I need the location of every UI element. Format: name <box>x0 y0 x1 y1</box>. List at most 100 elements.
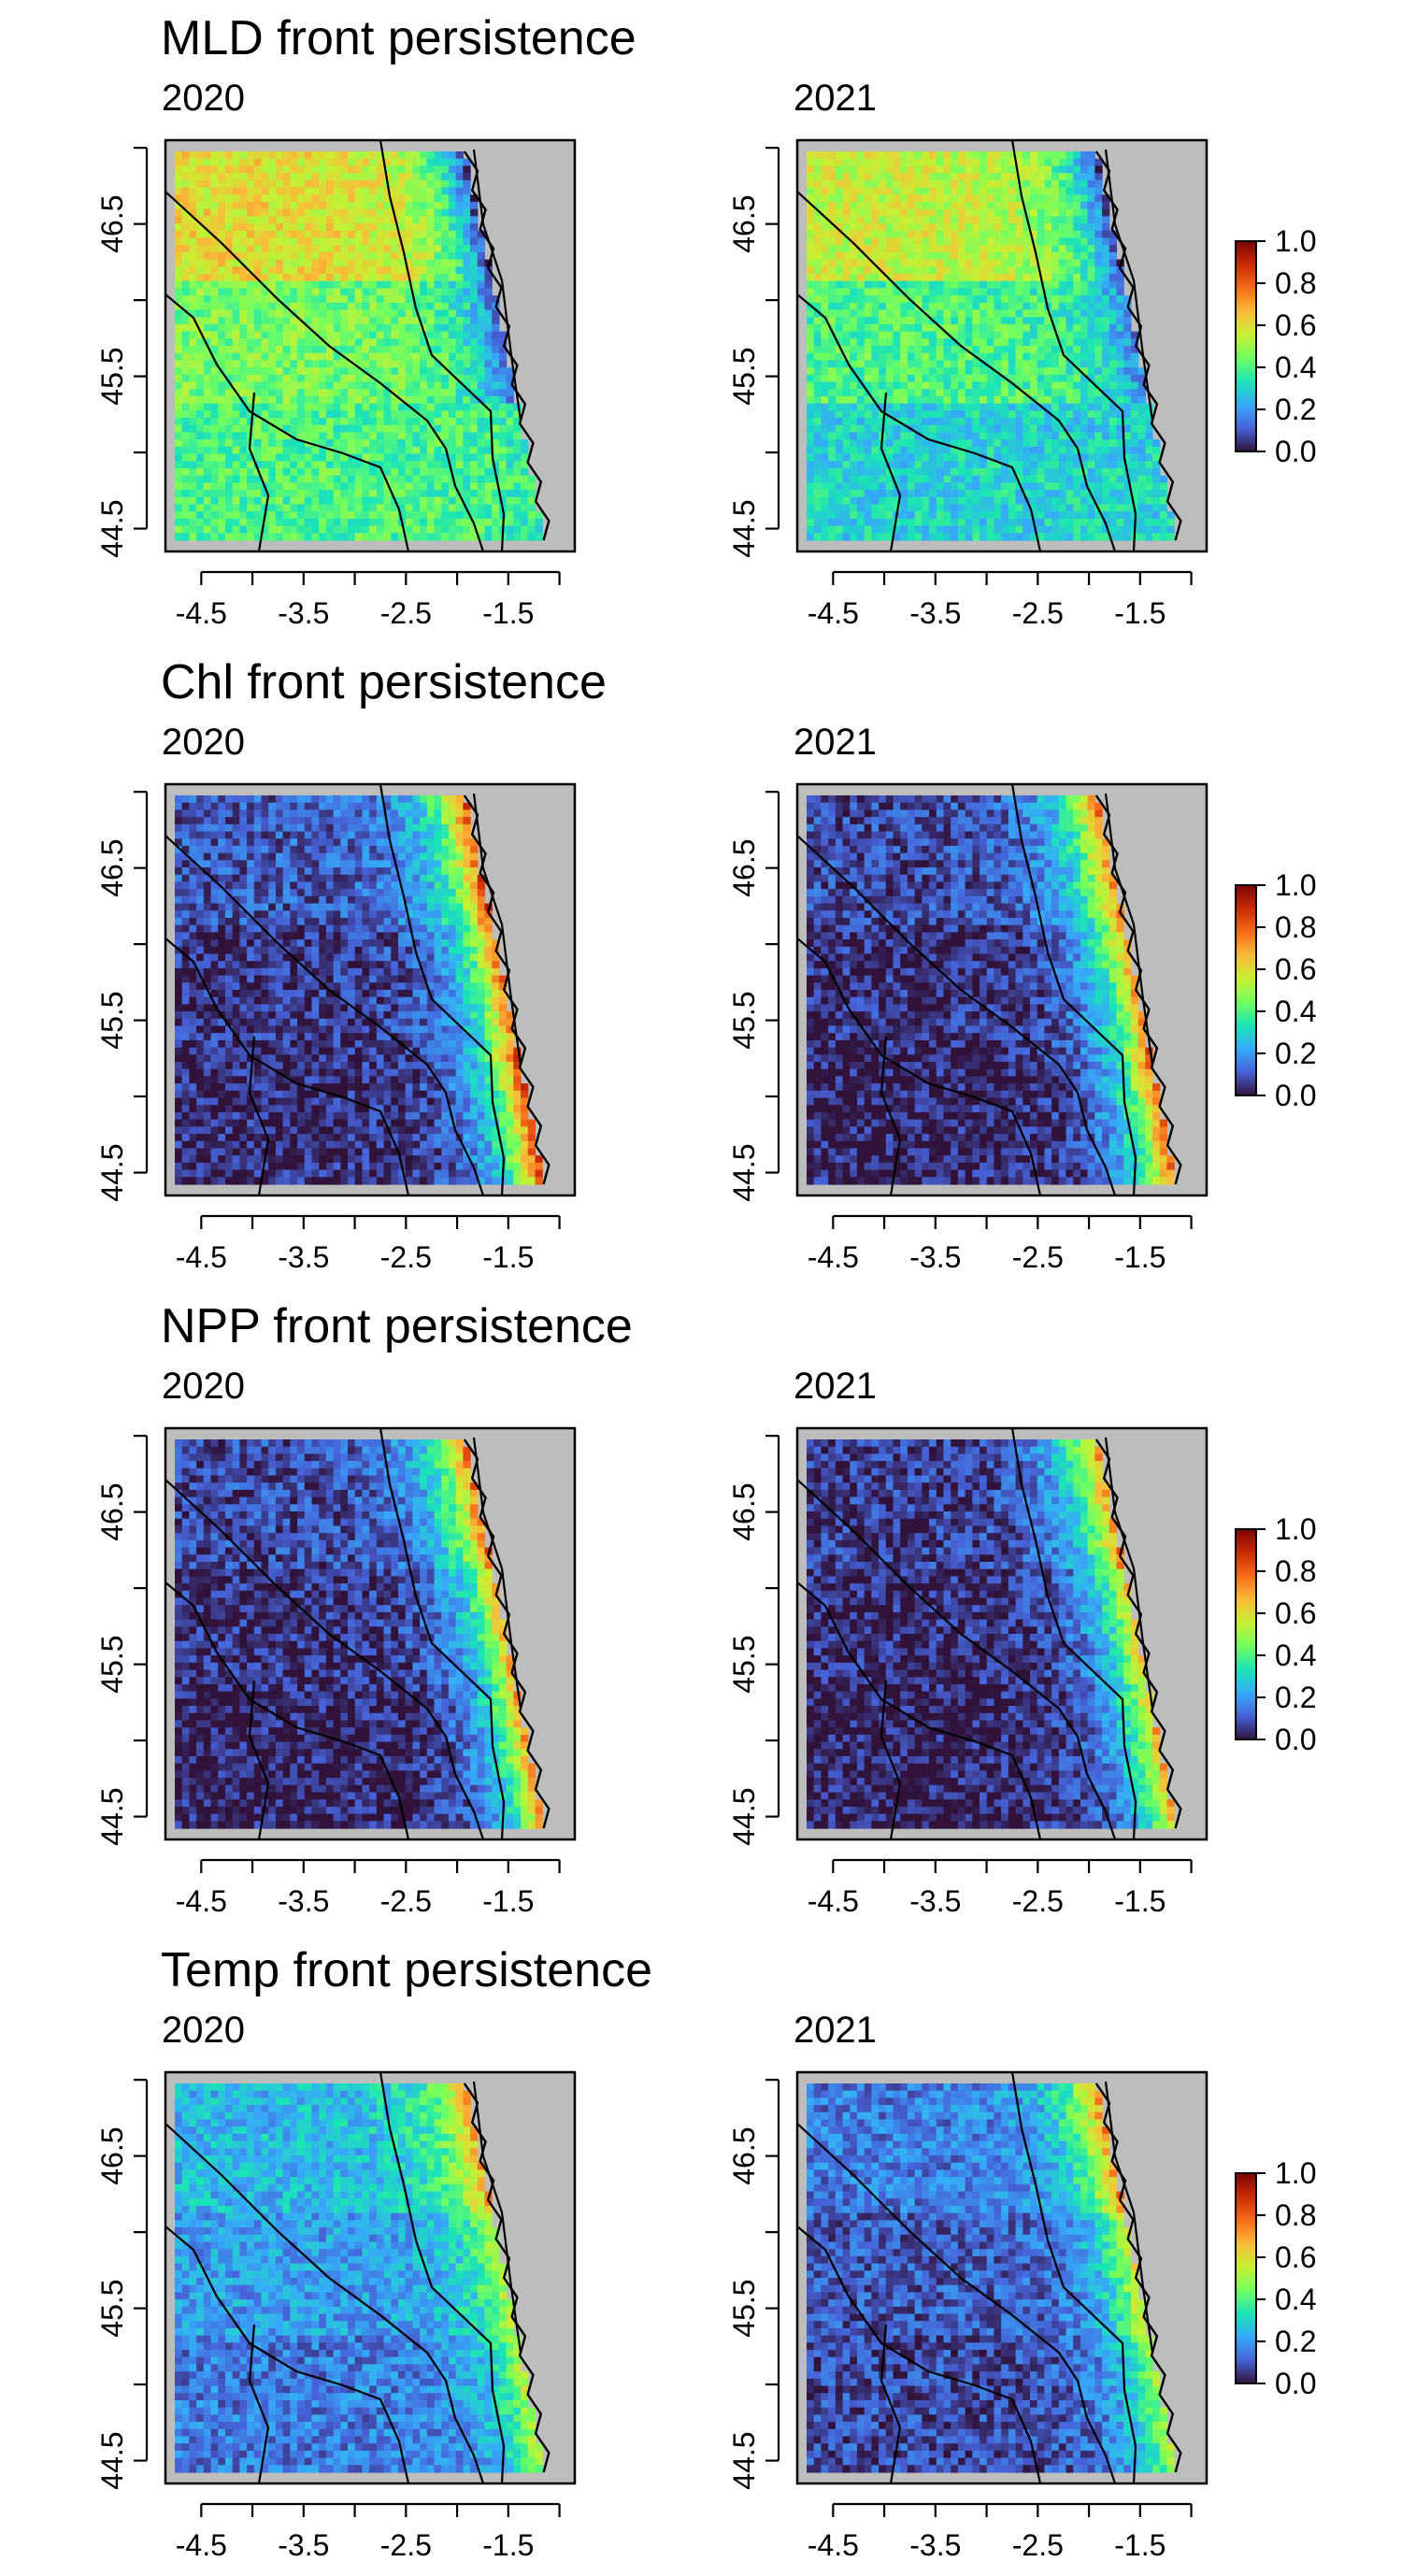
x-tick-label: -4.5 <box>176 1240 227 1274</box>
x-tick-label: -2.5 <box>380 1240 432 1274</box>
y-tick-label: 46.5 <box>727 194 761 252</box>
colorbar-tick-label: 0.2 <box>1275 1681 1316 1714</box>
x-tick-label: -1.5 <box>1114 1240 1166 1274</box>
panel-subtitle: 2020 <box>162 78 245 119</box>
map-panel-2020: 2020-4.5-3.5-2.5-1.544.545.546.5 <box>95 78 575 630</box>
map-panel-2021: 2021-4.5-3.5-2.5-1.544.545.546.5 <box>727 1366 1207 1918</box>
chart-svg: Temp front persistence 2020 -4.5 -3.5 -2.5 -1… <box>0 1932 1416 2576</box>
x-tick-label: -2.5 <box>1012 2528 1064 2562</box>
x-tick-label: -2.5 <box>1012 1884 1064 1918</box>
map-panel-2020: 2020-4.5-3.5-2.5-1.544.545.546.5 <box>95 2010 575 2562</box>
y-tick-label: 46.5 <box>95 1482 129 1540</box>
colorbar: 0.0 0.2 0.4 0.6 0.8 1.0 <box>1236 2156 1316 2400</box>
y-tick-label: 46.5 <box>727 2126 761 2184</box>
colorbar-scale <box>1236 241 1256 451</box>
colorbar-tick-label: 0.4 <box>1275 1639 1316 1672</box>
x-tick-label: -4.5 <box>808 1884 859 1918</box>
panel-subtitle: 2021 <box>794 2010 877 2051</box>
y-axis: 44.545.546.5 <box>95 792 147 1202</box>
x-tick-label: -3.5 <box>278 596 329 630</box>
chart-title: MLD front persistence <box>161 11 636 65</box>
y-axis: 44.5 45.5 46.5 <box>95 2080 147 2490</box>
map-panel-2021: 2021-4.5-3.5-2.5-1.544.545.546.5 <box>727 722 1207 1274</box>
x-tick-label: -3.5 <box>909 1240 961 1274</box>
chart-svg: NPP front persistence2020-4.5-3.5-2.5-1.… <box>0 1288 1416 1932</box>
y-tick-label: 45.5 <box>95 347 129 405</box>
x-tick-label: -3.5 <box>278 1240 329 1274</box>
x-tick-label: -4.5 <box>808 1240 859 1274</box>
x-axis: -4.5-3.5-2.5-1.5 <box>808 572 1192 630</box>
colorbar-tick-label: 0.2 <box>1275 393 1316 426</box>
x-tick-label: -4.5 <box>176 2528 227 2562</box>
panel-subtitle: 2021 <box>794 1366 877 1407</box>
y-axis: 44.545.546.5 <box>727 1436 779 1846</box>
x-tick-label: -2.5 <box>380 1884 432 1918</box>
panel-subtitle: 2020 <box>162 2010 245 2051</box>
y-tick-label: 46.5 <box>95 2126 129 2184</box>
colorbar-tick-label: 0.8 <box>1275 2198 1316 2232</box>
x-tick-label: -1.5 <box>482 2528 534 2562</box>
x-tick-label: -4.5 <box>808 596 859 630</box>
y-tick-label: 44.5 <box>95 1787 129 1845</box>
colorbar-tick-label: 0.0 <box>1275 2367 1316 2400</box>
y-tick-label: 45.5 <box>727 347 761 405</box>
y-tick-label: 44.5 <box>727 1787 761 1845</box>
x-tick-label: -3.5 <box>909 1884 961 1918</box>
colorbar-tick-label: 0.6 <box>1275 952 1316 986</box>
y-tick-label: 44.5 <box>727 1143 761 1201</box>
x-tick-label: -3.5 <box>278 2528 329 2562</box>
y-tick-label: 44.5 <box>95 2431 129 2489</box>
panel-subtitle: 2020 <box>162 1366 245 1407</box>
y-tick-label: 46.5 <box>95 194 129 252</box>
map-panel-2021: 2021-4.5-3.5-2.5-1.544.545.546.5 <box>727 2010 1207 2562</box>
y-axis: 44.5 45.5 46.5 <box>727 148 779 558</box>
colorbar: 0.0 0.2 0.4 0.6 0.8 1.0 <box>1236 868 1316 1112</box>
y-tick-label: 45.5 <box>95 991 129 1049</box>
colorbar-tick-label: 0.6 <box>1275 2240 1316 2274</box>
colorbar-tick-label: 0.4 <box>1275 2283 1316 2316</box>
y-axis: 44.545.546.5 <box>727 2080 779 2490</box>
y-tick-label: 46.5 <box>95 838 129 896</box>
x-tick-label: -1.5 <box>1114 1884 1166 1918</box>
y-tick-label: 45.5 <box>727 1635 761 1693</box>
colorbar-tick-label: 0.0 <box>1275 1079 1316 1112</box>
colorbar-tick-label: 0.2 <box>1275 1037 1316 1070</box>
x-axis: -4.5 -3.5 -2.5 -1.5 <box>808 1216 1192 1274</box>
colorbar-tick-label: 0.4 <box>1275 995 1316 1028</box>
x-tick-label: -4.5 <box>176 1884 227 1918</box>
colorbar-tick-label: 1.0 <box>1275 2156 1316 2190</box>
colorbar-tick-label: 1.0 <box>1275 224 1316 258</box>
x-axis: -4.5-3.5-2.5-1.5 <box>808 2504 1192 2562</box>
y-tick-label: 44.5 <box>727 2431 761 2489</box>
map-panel-2021: 2021-4.5-3.5-2.5-1.544.545.546.5 <box>727 78 1207 630</box>
colorbar-tick-label: 0.4 <box>1275 351 1316 384</box>
x-tick-label: -2.5 <box>1012 1240 1064 1274</box>
y-tick-label: 44.5 <box>727 499 761 557</box>
map-panel-2020: 2020-4.5-3.5-2.5-1.544.545.546.5 <box>95 1366 575 1918</box>
x-tick-label: -1.5 <box>482 596 534 630</box>
colorbar-tick-label: 1.0 <box>1275 868 1316 902</box>
panel-subtitle: 2021 <box>794 78 877 119</box>
colorbar-tick-label: 0.0 <box>1275 435 1316 468</box>
y-axis: 44.545.546.5 <box>95 148 147 558</box>
chart-row-1: MLD front persistence 2020 -4.5 -3.5 -2.5 -1.… <box>0 0 1416 644</box>
x-axis: -4.5-3.5-2.5-1.5 <box>176 1860 560 1918</box>
chart-title: Temp front persistence <box>161 1943 652 1997</box>
panel-subtitle: 2020 <box>162 722 245 763</box>
chart-svg: MLD front persistence 2020 -4.5 -3.5 -2.5 -1.… <box>0 0 1416 644</box>
colorbar-scale <box>1236 885 1256 1095</box>
colorbar-tick-label: 0.2 <box>1275 2325 1316 2358</box>
panel-subtitle: 2021 <box>794 722 877 763</box>
colorbar-tick-label: 0.6 <box>1275 308 1316 342</box>
chart-row-4: Temp front persistence 2020 -4.5 -3.5 -2.5 -1… <box>0 1932 1416 2576</box>
colorbar-scale <box>1236 2173 1256 2383</box>
x-tick-label: -2.5 <box>1012 596 1064 630</box>
y-tick-label: 45.5 <box>95 1635 129 1693</box>
x-tick-label: -1.5 <box>482 1884 534 1918</box>
x-tick-label: -3.5 <box>909 2528 961 2562</box>
colorbar-tick-label: 0.8 <box>1275 910 1316 944</box>
y-tick-label: 45.5 <box>95 2279 129 2337</box>
x-tick-label: -3.5 <box>909 596 961 630</box>
colorbar: 0.00.20.40.60.81.0 <box>1236 1512 1316 1756</box>
